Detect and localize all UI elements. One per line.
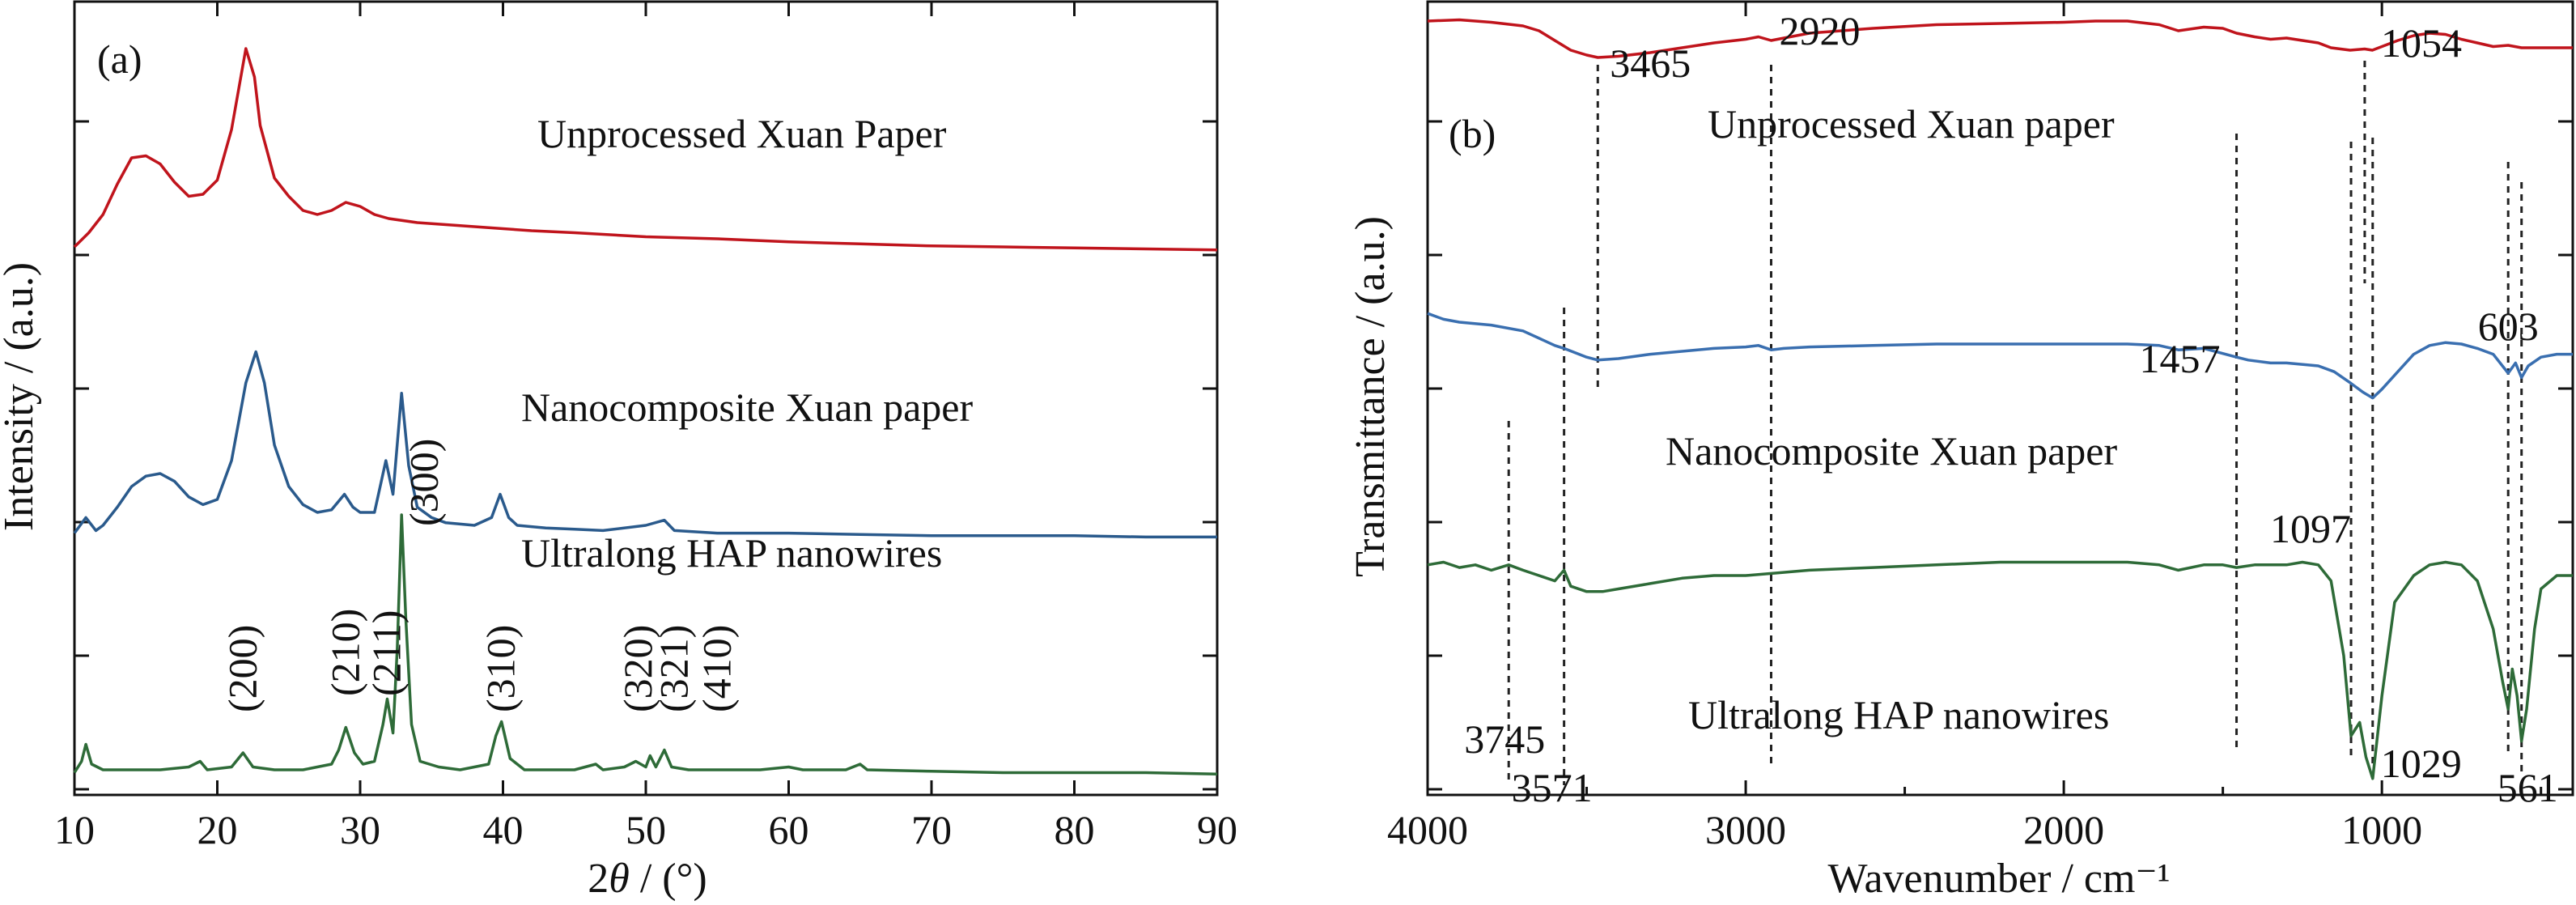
peak-label-410: (410) [694, 625, 739, 712]
peak-label-211: (211) [364, 610, 410, 696]
x-tick-label-40: 40 [483, 807, 524, 852]
peak-label-300: (300) [401, 439, 446, 526]
x-axis-prefix: 2 [588, 856, 609, 902]
x-tick-label-30: 30 [340, 807, 380, 852]
x-tick-label-10: 10 [54, 807, 95, 852]
x-tick-label-4000: 4000 [1387, 807, 1468, 852]
panel-b-series [1427, 18, 2573, 780]
series-unprocessed-xuan-paper [73, 47, 1218, 252]
peak-label-1457: 1457 [2140, 336, 2221, 381]
panel-a-y-ticks [74, 120, 1217, 791]
peak-label-3745: 3745 [1464, 716, 1545, 762]
panel-b-tag: (b) [1449, 111, 1496, 156]
legend-unprocessed-xuan-paper: Unprocessed Xuan Paper [537, 111, 947, 156]
peak-label-321: (321) [651, 625, 696, 712]
peak-label-2920: 2920 [1780, 8, 1861, 53]
series-nanocomposite-xuan-paper [73, 350, 1217, 539]
panel-b-reference-lines [1507, 61, 2523, 785]
peak-label-3465: 3465 [1610, 40, 1691, 86]
peak-label-320: (320) [615, 625, 660, 712]
peak-label-603: 603 [2478, 304, 2539, 349]
panel-b-frame [1426, 0, 2574, 797]
series-unprocessed-xuan-paper-b [1427, 18, 2573, 59]
peak-label-1029: 1029 [2381, 741, 2462, 786]
x-tick-label-1000: 1000 [2341, 807, 2422, 852]
panel-a-x-axis-title: 2θ / (°) [588, 856, 707, 902]
peak-label-310: (310) [478, 625, 524, 712]
x-tick-label-80: 80 [1055, 807, 1095, 852]
x-axis-suffix: / (°) [630, 856, 707, 902]
panel-b-y-axis-title: Transmittance / (a.u.) [1347, 216, 1394, 577]
x-tick-label-20: 20 [197, 807, 238, 852]
panel-a-series [73, 47, 1218, 776]
x-tick-label-60: 60 [769, 807, 809, 852]
legend-unprocessed-xuan-paper-b: Unprocessed Xuan paper [1708, 101, 2115, 147]
panel-b-ftir: (b) Unprocessed Xuan paper Nanocomposite… [1347, 0, 2574, 902]
legend-nanocomposite-xuan-paper-b: Nanocomposite Xuan paper [1666, 428, 2118, 474]
panel-a-y-axis-title: Intensity / (a.u.) [0, 262, 42, 531]
x-tick-label-2000: 2000 [2023, 807, 2104, 852]
peak-label-1097: 1097 [2270, 506, 2351, 551]
panel-a-tag: (a) [97, 36, 142, 82]
legend-ultralong-hap-nanowires: Ultralong HAP nanowires [521, 530, 942, 576]
legend-nanocomposite-xuan-paper: Nanocomposite Xuan paper [521, 385, 974, 430]
legend-ultralong-hap-nanowires-b: Ultralong HAP nanowires [1688, 692, 2109, 737]
peak-label-200: (200) [219, 625, 265, 712]
panel-a-x-ticks [73, 2, 1219, 795]
panel-b-y-ticks [1428, 120, 2573, 791]
series-nanocomposite-xuan-paper-b [1427, 312, 2573, 400]
peak-label-1054: 1054 [2381, 20, 2462, 66]
x-tick-label-90: 90 [1197, 807, 1237, 852]
x-tick-label-3000: 3000 [1705, 807, 1786, 852]
peak-label-210: (210) [322, 609, 367, 696]
panel-b-x-ticks [1426, 2, 2543, 795]
series-ultralong-hap-nanowires [73, 513, 1218, 776]
panel-a-x-tick-labels: 10 20 30 40 50 60 70 80 90 [54, 807, 1237, 852]
x-tick-label-70: 70 [911, 807, 952, 852]
series-ultralong-hap-nanowires-b [1427, 560, 2573, 780]
panel-a-xrd: (a) Unprocessed Xuan Paper Nanocomposite… [0, 0, 1237, 902]
panel-b-x-tick-labels: 4000 3000 2000 1000 [1387, 807, 2422, 852]
x-tick-label-50: 50 [626, 807, 666, 852]
peak-label-3571: 3571 [1512, 765, 1593, 810]
peak-label-561: 561 [2497, 765, 2558, 810]
panel-a-peak-labels: (200) (210)(211) (300) (310) (320)(321)(410) [219, 439, 739, 712]
theta-symbol: θ [609, 856, 630, 902]
panel-b-x-axis-title: Wavenumber / cm⁻¹ [1828, 856, 2171, 902]
